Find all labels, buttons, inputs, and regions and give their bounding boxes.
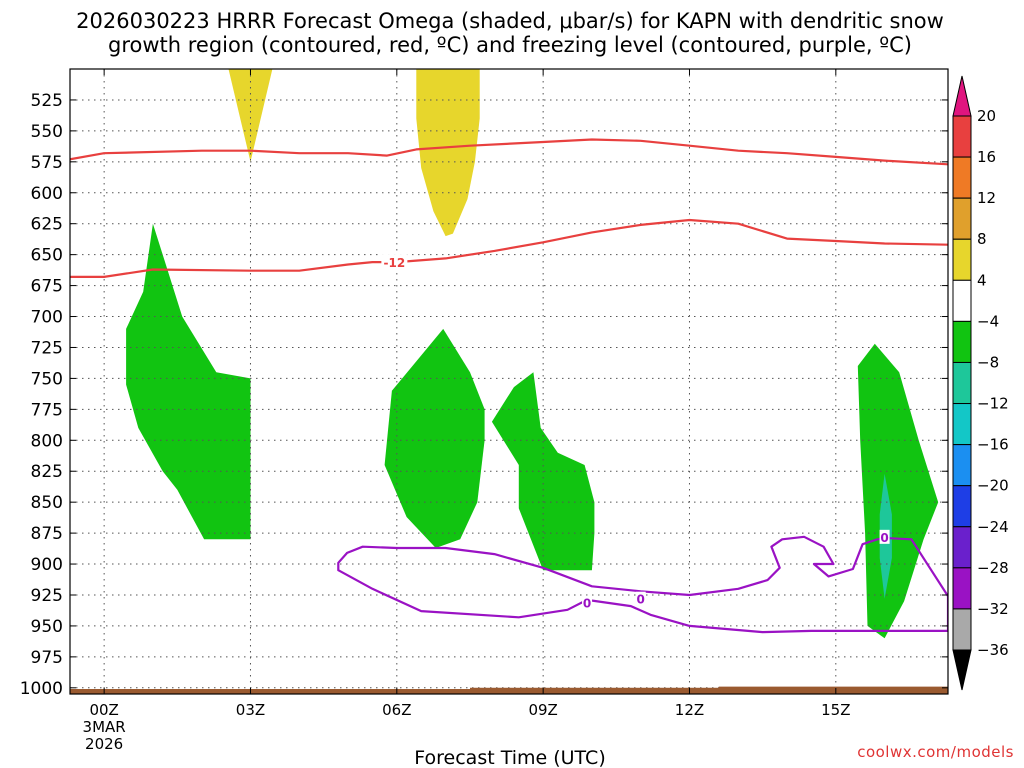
colorbar-swatch-10 [952, 526, 972, 569]
colorbar-level-label: −16 [977, 436, 1009, 454]
dgz-contour-label: -12 [384, 256, 406, 270]
x-axis-label: Forecast Time (UTC) [414, 747, 605, 768]
y-tick-label: 900 [31, 555, 63, 575]
colorbar-swatch-2 [952, 197, 972, 240]
freezing-level-label: 0 [880, 531, 888, 545]
y-tick-label: 800 [31, 431, 63, 451]
colorbar-level-label: −32 [977, 600, 1009, 618]
y-tick-label: 875 [31, 524, 63, 544]
y-tick-label: 575 [31, 153, 63, 173]
colorbar-swatch-11 [952, 567, 972, 610]
omega-region-2 [126, 223, 251, 540]
dgz-contour-0 [70, 138, 948, 166]
colorbar-level-label: −28 [977, 559, 1009, 577]
colorbar-level-label: 12 [977, 189, 996, 207]
colorbar-swatch-4 [952, 279, 972, 322]
freezing-level-label: 0 [583, 596, 591, 610]
y-tick-label: 650 [31, 246, 63, 266]
y-tick-label: 1000 [20, 679, 63, 699]
colorbar-swatch-12 [952, 608, 972, 651]
freezing-label-bg-1 [635, 591, 646, 606]
freezing-label-bg-2 [879, 529, 890, 544]
colorbar-swatch-8 [952, 444, 972, 487]
colorbar-level-label: −8 [977, 353, 999, 371]
colorbar-level-label: −12 [977, 395, 1009, 413]
chart-title-line-1: 2026030223 HRRR Forecast Omega (shaded, … [76, 9, 944, 33]
x-tick-sublabel: 2026 [85, 735, 123, 753]
freezing-label-bg-0 [582, 595, 593, 610]
x-tick-label: 12Z [675, 701, 704, 719]
credit-link[interactable]: coolwx.com/models [857, 743, 1014, 761]
omega-region-3 [384, 328, 485, 548]
y-tick-label: 925 [31, 586, 63, 606]
freezing-level-contour-0 [337, 535, 948, 634]
x-tick-label: 15Z [821, 701, 850, 719]
terrain [70, 686, 948, 694]
colorbar-level-label: 16 [977, 148, 996, 166]
y-tick-label: 550 [31, 122, 63, 142]
colorbar-swatch-5 [952, 320, 972, 363]
colorbar: 20 16 12 8 4 −4 −8 −12 −16 −20 −24 −28 −32 −36 [952, 75, 1009, 691]
plot-frame [69, 68, 949, 695]
colorbar-level-label: −36 [977, 641, 1009, 659]
y-tick-label: 725 [31, 338, 63, 358]
colorbar-swatch-6 [952, 361, 972, 405]
omega-region-5 [857, 343, 939, 639]
y-tick-label: 775 [31, 400, 63, 420]
x-tick-label: 09Z [528, 701, 557, 719]
y-tick-label: 700 [31, 308, 63, 328]
dgz-contour-1 [70, 218, 948, 278]
x-tick-sublabel: 3MAR [83, 718, 126, 736]
plot-area: -12 0 0 0 525 550 575 600 625 650 675 700 725 750 775 8… [20, 68, 949, 753]
colorbar-top-arrow [952, 75, 972, 117]
colorbar-level-label: 8 [977, 230, 987, 248]
y-tick-label: 525 [31, 91, 63, 111]
x-tick-label: 06Z [382, 701, 411, 719]
y-tick-label: 600 [31, 184, 63, 204]
y-tick-label: 950 [31, 617, 63, 637]
colorbar-swatch-7 [952, 403, 972, 446]
colorbar-swatch-3 [952, 238, 972, 281]
chart-title-line-2: growth region (contoured, red, ºC) and f… [108, 33, 912, 57]
colorbar-bottom-arrow [952, 649, 972, 691]
omega-region-1 [416, 69, 480, 237]
colorbar-level-label: −24 [977, 518, 1009, 536]
colorbar-level-label: −4 [977, 312, 999, 330]
colorbar-level-label: 4 [977, 271, 987, 289]
x-tick-label: 00Z [89, 701, 118, 719]
colorbar-level-label: 20 [977, 107, 996, 125]
omega-region-0 [228, 69, 273, 162]
dgz-label-bg-1 [381, 254, 408, 270]
y-tick-label: 850 [31, 493, 63, 513]
x-tick-label: 03Z [236, 701, 265, 719]
y-tick-label: 675 [31, 277, 63, 297]
y-tick-label: 825 [31, 462, 63, 482]
freezing-level-label: 0 [637, 593, 645, 607]
colorbar-swatch-9 [952, 485, 972, 528]
plot-data-group: -12 0 0 0 [70, 69, 948, 694]
y-tick-label: 975 [31, 648, 63, 668]
colorbar-swatch-0 [952, 115, 972, 158]
y-tick-label: 625 [31, 215, 63, 235]
y-tick-label: 750 [31, 369, 63, 389]
colorbar-level-label: −20 [977, 477, 1009, 495]
colorbar-swatch-1 [952, 156, 972, 199]
